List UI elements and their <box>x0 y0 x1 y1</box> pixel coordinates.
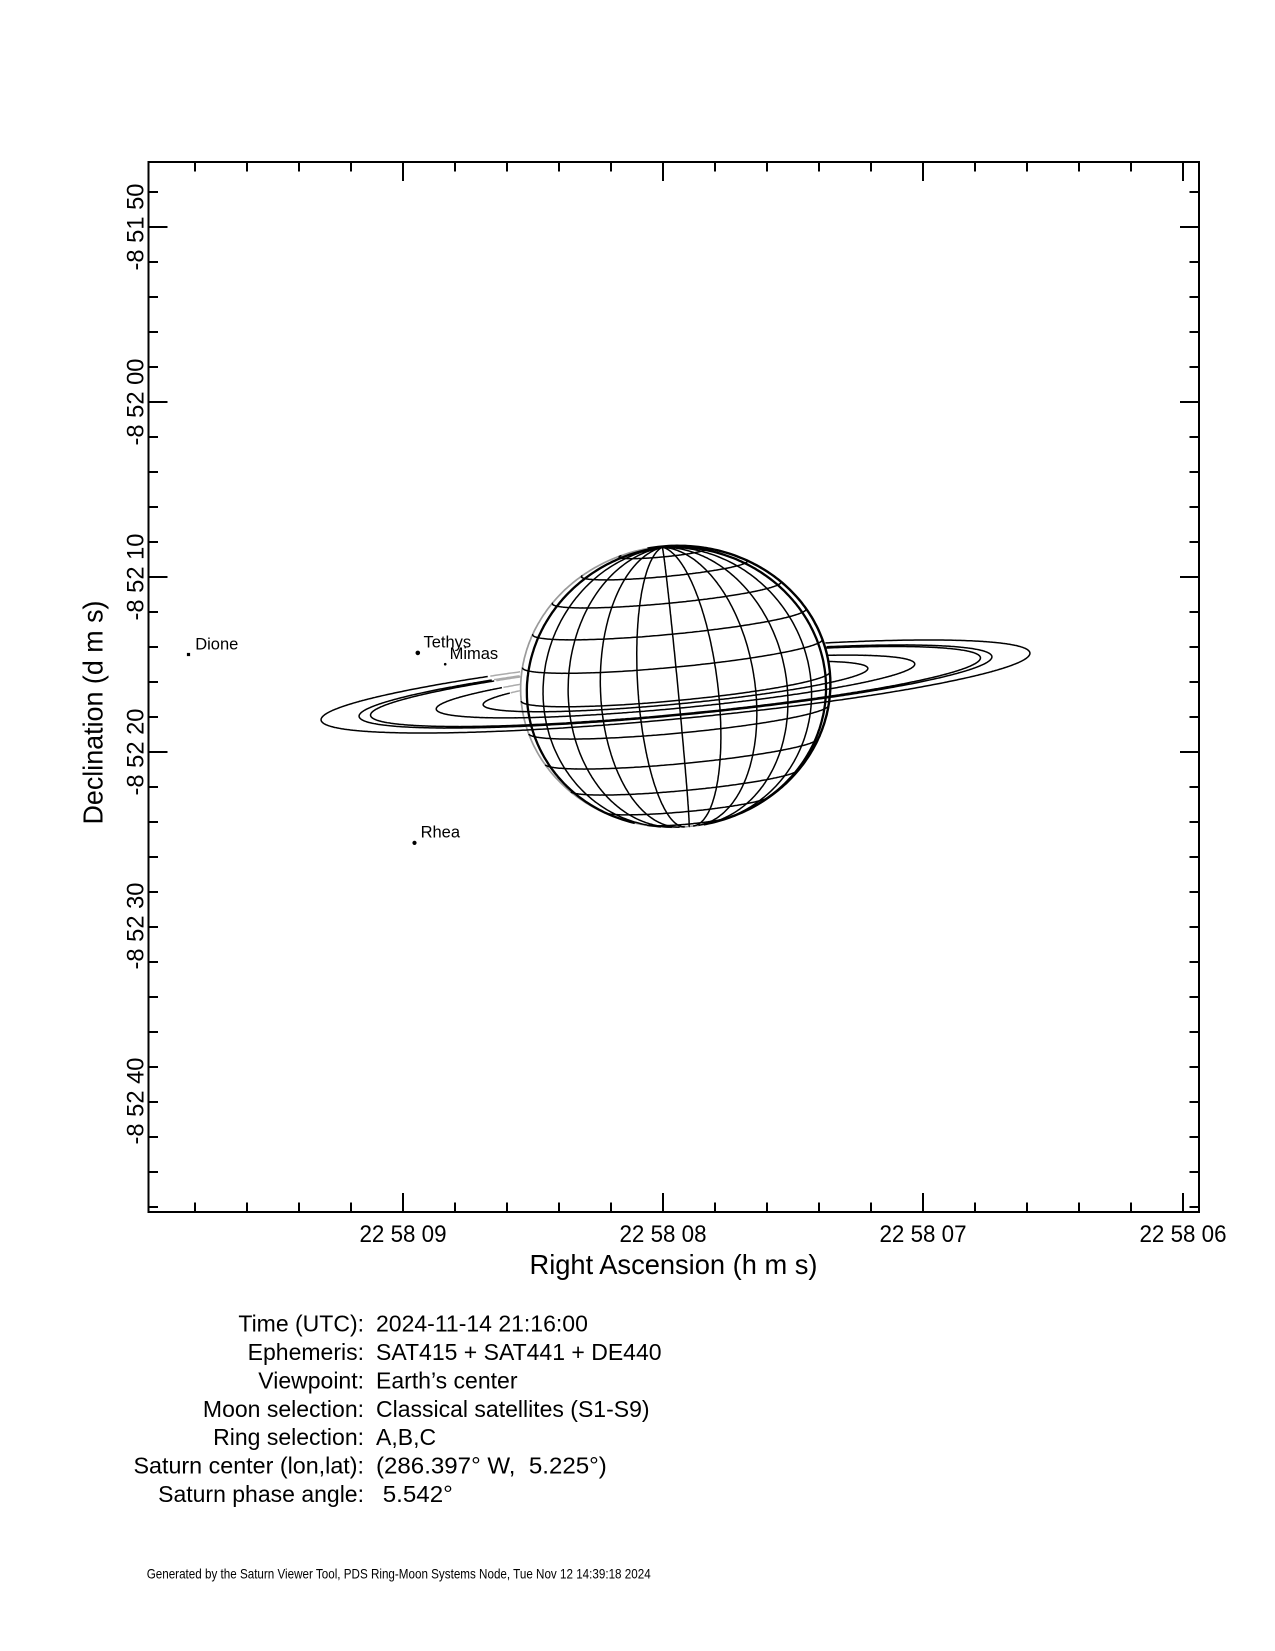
svg-text:22 58 09: 22 58 09 <box>360 1221 447 1248</box>
svg-text:Moon selection:: Moon selection: <box>203 1396 364 1422</box>
svg-text:Declination (d m s): Declination (d m s) <box>78 601 109 825</box>
svg-text:Saturn center (lon,lat):: Saturn center (lon,lat): <box>134 1453 365 1479</box>
svg-text:A,B,C: A,B,C <box>376 1424 436 1450</box>
svg-text:Rhea: Rhea <box>421 823 461 841</box>
svg-text:Mimas: Mimas <box>450 645 499 663</box>
svg-text:Saturn phase angle:: Saturn phase angle: <box>158 1481 364 1507</box>
svg-text:Time (UTC):: Time (UTC): <box>238 1311 364 1337</box>
svg-text:-8 52 40: -8 52 40 <box>123 1058 150 1145</box>
svg-text:22 58 08: 22 58 08 <box>620 1221 707 1248</box>
svg-text:22 58 06: 22 58 06 <box>1140 1221 1227 1248</box>
svg-text:Ring selection:: Ring selection: <box>213 1424 364 1450</box>
svg-text:Earth’s center: Earth’s center <box>376 1367 518 1393</box>
svg-text:-8 52 20: -8 52 20 <box>123 709 150 796</box>
svg-text:Generated by the Saturn Viewer: Generated by the Saturn Viewer Tool, PDS… <box>147 1566 651 1582</box>
svg-text:Dione: Dione <box>195 635 238 653</box>
svg-text:SAT415 + SAT441 + DE440: SAT415 + SAT441 + DE440 <box>376 1339 662 1365</box>
svg-text:-8 52 30: -8 52 30 <box>123 883 150 970</box>
svg-text:Tethys: Tethys <box>424 634 472 652</box>
svg-text:Right Ascension (h m s): Right Ascension (h m s) <box>530 1249 818 1280</box>
svg-text:(286.397° W, 5.225°): (286.397° W, 5.225°) <box>376 1453 607 1479</box>
svg-text:-8 51 50: -8 51 50 <box>123 184 150 271</box>
svg-text:Ephemeris:: Ephemeris: <box>248 1339 364 1365</box>
svg-text:-8 52 00: -8 52 00 <box>123 359 150 446</box>
svg-text:2024-11-14 21:16:00: 2024-11-14 21:16:00 <box>376 1311 588 1337</box>
svg-text:-8 52 10: -8 52 10 <box>123 534 150 621</box>
svg-text:Classical satellites (S1-S9): Classical satellites (S1-S9) <box>376 1396 650 1422</box>
svg-text:Viewpoint:: Viewpoint: <box>258 1367 364 1393</box>
svg-text:22 58 07: 22 58 07 <box>880 1221 967 1248</box>
svg-text:5.542°: 5.542° <box>376 1481 453 1507</box>
